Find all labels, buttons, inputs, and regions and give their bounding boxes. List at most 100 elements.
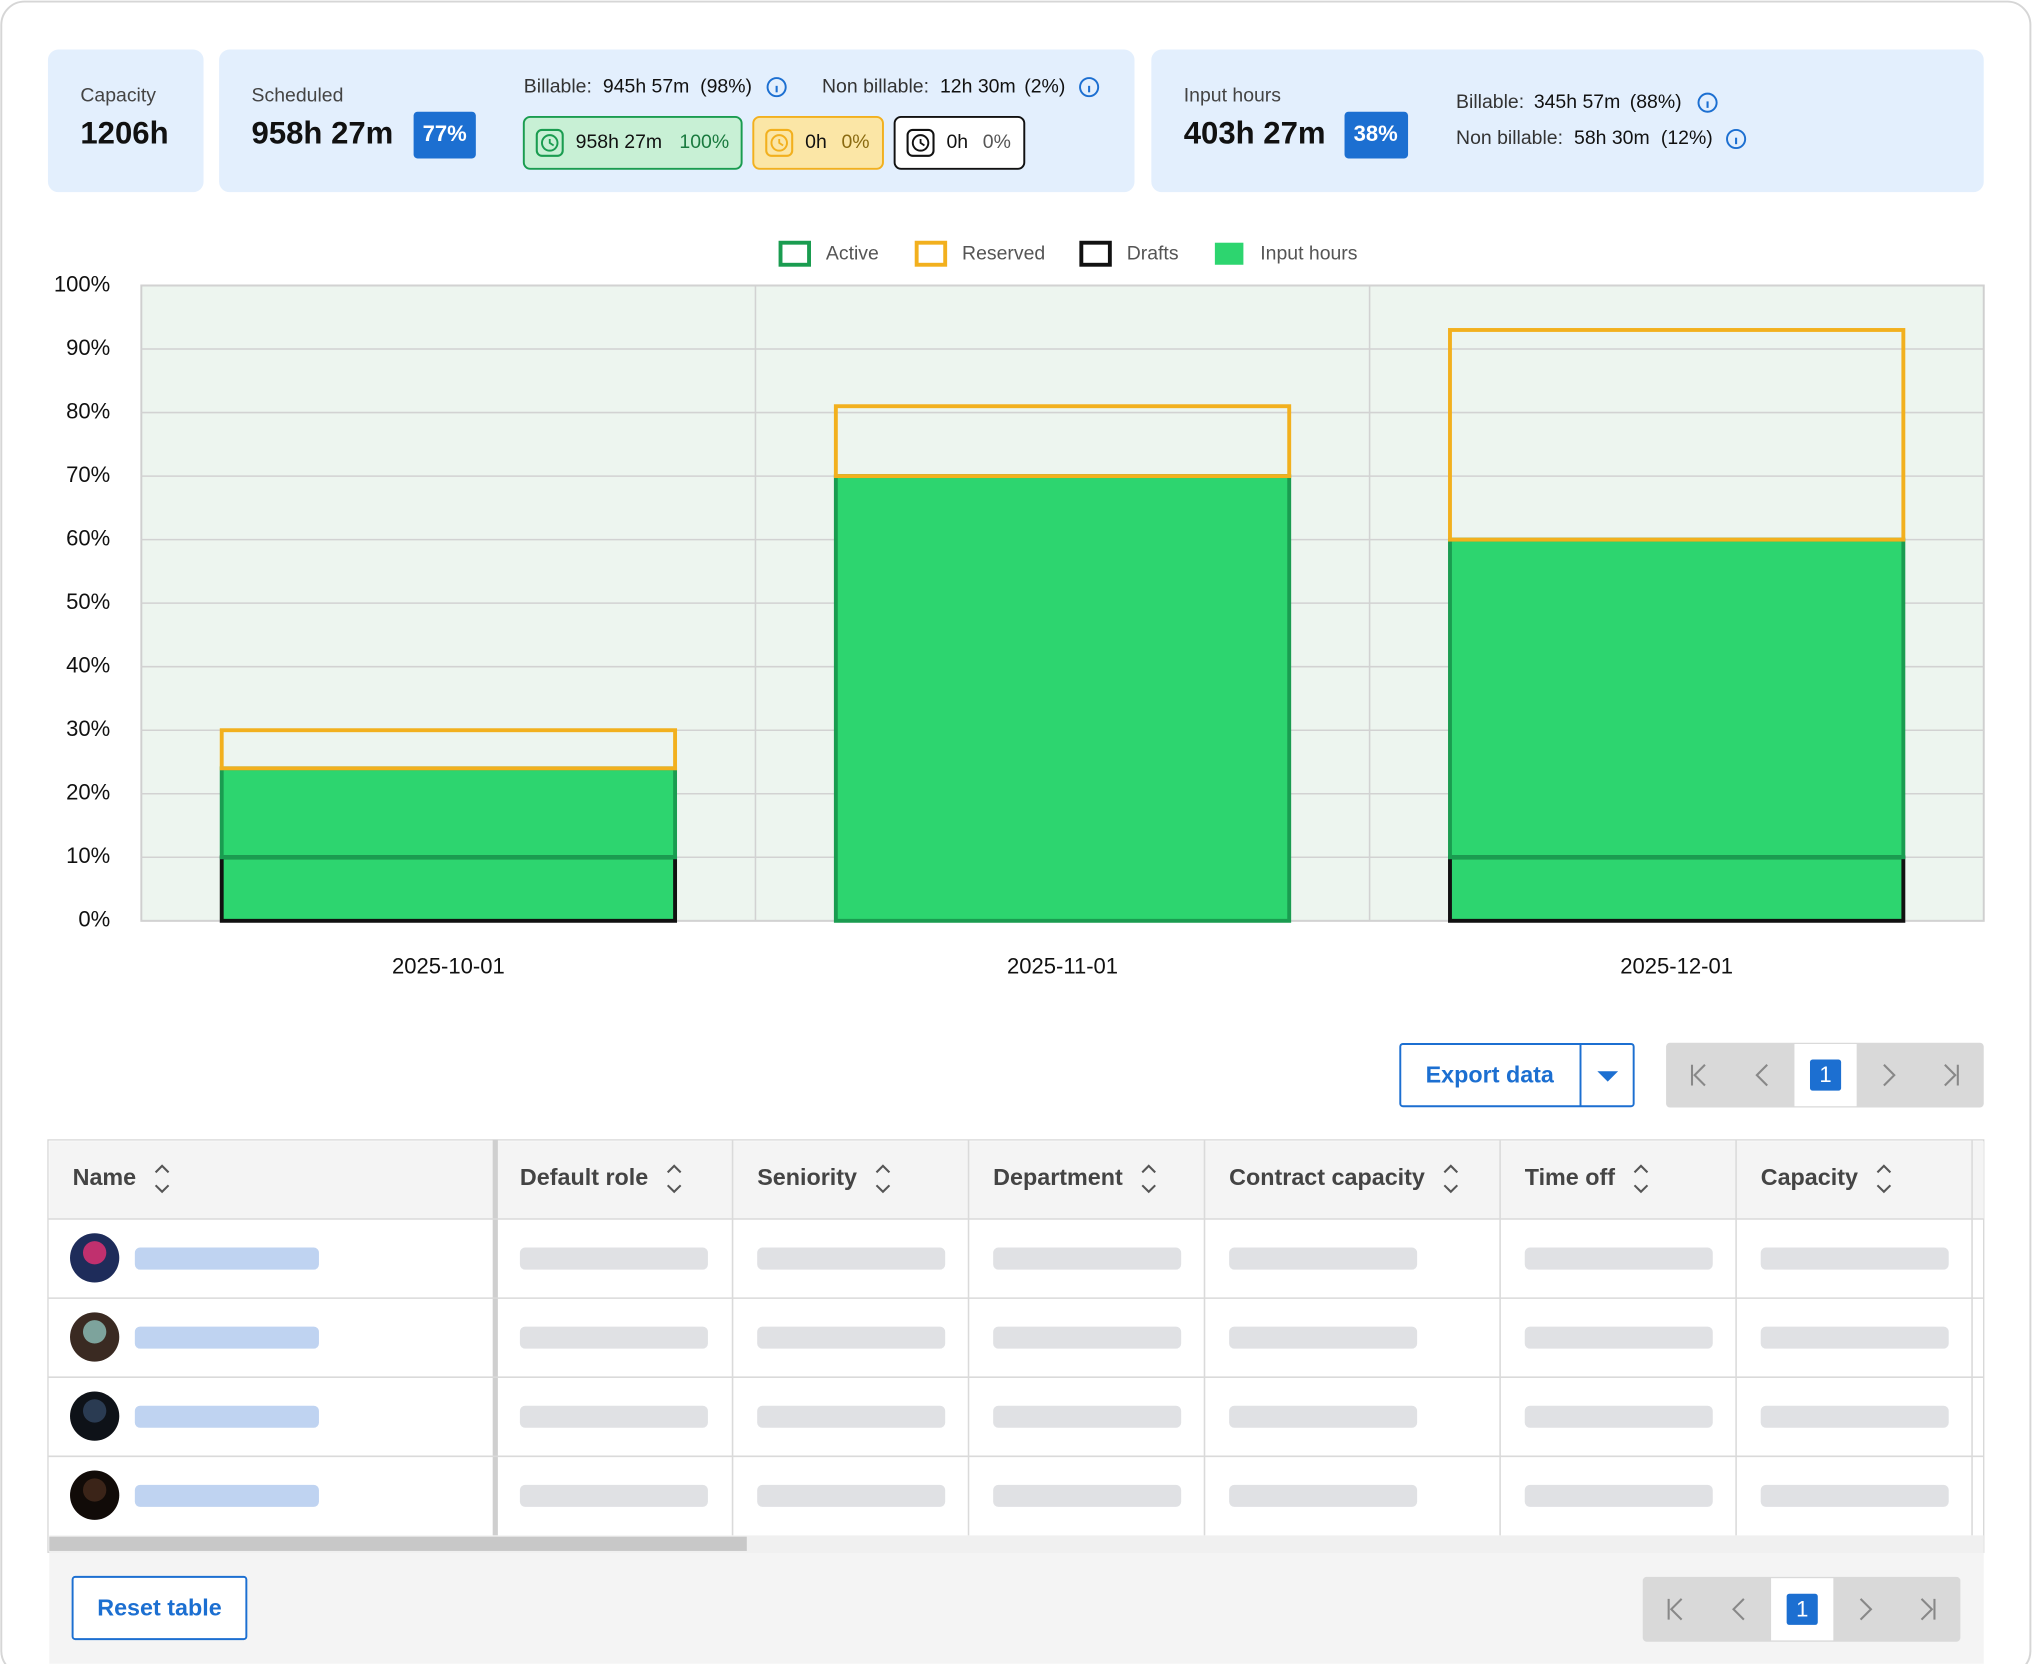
card-label: Capacity bbox=[80, 84, 156, 106]
cell-placeholder bbox=[993, 1405, 1182, 1428]
non-billable-value: 12h 30m bbox=[940, 75, 1016, 97]
cell-placeholder bbox=[1524, 1247, 1713, 1270]
cell-placeholder bbox=[1524, 1326, 1713, 1349]
reset-label: Reset table bbox=[97, 1594, 221, 1620]
sort-icon[interactable] bbox=[154, 1164, 170, 1194]
card-label: Scheduled bbox=[252, 84, 344, 106]
non-billable-label: Non billable: bbox=[822, 75, 929, 97]
y-tick-label: 100% bbox=[54, 271, 110, 296]
clock-face bbox=[770, 134, 788, 152]
cell-placeholder bbox=[519, 1405, 708, 1428]
y-tick-label: 30% bbox=[66, 716, 110, 741]
cell-placeholder bbox=[1524, 1484, 1713, 1507]
legend-swatch[interactable] bbox=[1079, 240, 1112, 267]
cell-placeholder bbox=[757, 1405, 946, 1428]
pager-button[interactable] bbox=[1883, 1063, 1896, 1087]
non-billable-value: 58h 30m bbox=[1574, 127, 1650, 149]
column-header: Seniority bbox=[757, 1164, 857, 1190]
clock-icon bbox=[535, 128, 564, 157]
name-placeholder bbox=[134, 1326, 319, 1349]
badge-text: 38% bbox=[1354, 121, 1399, 146]
cell-placeholder bbox=[1229, 1484, 1418, 1507]
billable-label: Billable: bbox=[524, 75, 592, 97]
pager-button[interactable] bbox=[1920, 1598, 1936, 1621]
cell-placeholder bbox=[519, 1484, 708, 1507]
y-tick-label: 0% bbox=[78, 907, 110, 932]
cell-placeholder bbox=[757, 1247, 946, 1270]
billable-label: Billable: bbox=[1456, 91, 1524, 113]
column-header: Name bbox=[73, 1164, 137, 1190]
y-tick-label: 50% bbox=[66, 589, 110, 614]
capacity-card bbox=[47, 49, 204, 193]
sort-icon[interactable] bbox=[666, 1164, 682, 1194]
pager-button[interactable] bbox=[1667, 1598, 1683, 1621]
y-tick-label: 60% bbox=[66, 525, 110, 550]
status-chip[interactable] bbox=[522, 115, 743, 170]
sort-icon[interactable] bbox=[1141, 1164, 1156, 1194]
card-value: 403h 27m bbox=[1184, 115, 1326, 150]
page-number: 1 bbox=[1796, 1596, 1808, 1621]
legend-label: Drafts bbox=[1127, 243, 1179, 265]
y-tick-label: 90% bbox=[66, 335, 110, 360]
billable-pct: (98%) bbox=[700, 75, 752, 97]
y-tick-label: 20% bbox=[66, 780, 110, 805]
pager-button[interactable] bbox=[1732, 1598, 1745, 1621]
sort-icon[interactable] bbox=[1633, 1164, 1649, 1194]
legend-swatch[interactable] bbox=[778, 240, 811, 267]
chip-pct: 0% bbox=[983, 131, 1011, 153]
info-icon[interactable] bbox=[766, 77, 787, 98]
clock-icon bbox=[765, 128, 794, 157]
billable-value: 345h 57m bbox=[1534, 91, 1620, 113]
name-placeholder bbox=[134, 1247, 319, 1270]
cell-placeholder bbox=[993, 1247, 1182, 1270]
column-header: Capacity bbox=[1761, 1164, 1858, 1190]
info-icon[interactable] bbox=[1697, 92, 1718, 113]
legend-label: Active bbox=[826, 243, 879, 265]
export-dropdown[interactable] bbox=[1597, 1071, 1619, 1082]
legend-swatch[interactable] bbox=[914, 240, 948, 267]
pager-button[interactable] bbox=[1690, 1063, 1706, 1087]
badge bbox=[413, 111, 476, 159]
info-icon[interactable] bbox=[1726, 128, 1747, 150]
pager-button[interactable] bbox=[1755, 1063, 1768, 1087]
cell-placeholder bbox=[1229, 1405, 1418, 1428]
y-tick-label: 80% bbox=[66, 398, 110, 423]
pager-button[interactable] bbox=[1944, 1063, 1959, 1087]
x-tick-label: 2025-12-01 bbox=[1620, 953, 1733, 978]
avatar-detail bbox=[82, 1399, 107, 1423]
chip-pct: 0% bbox=[841, 131, 869, 153]
info-icon[interactable] bbox=[1079, 77, 1100, 98]
name-placeholder bbox=[134, 1405, 319, 1428]
sort-icon[interactable] bbox=[1876, 1164, 1892, 1194]
name-placeholder bbox=[134, 1484, 319, 1507]
reset-button[interactable] bbox=[71, 1575, 248, 1641]
page-number-bg bbox=[1809, 1059, 1842, 1091]
legend-swatch[interactable] bbox=[1214, 242, 1244, 265]
input-hours-bar bbox=[1449, 539, 1904, 921]
card-label: Input hours bbox=[1184, 84, 1282, 106]
input-hours-bar bbox=[835, 476, 1290, 921]
avatar-detail bbox=[82, 1320, 107, 1344]
cell-placeholder bbox=[1760, 1484, 1949, 1507]
sort-icon[interactable] bbox=[1443, 1164, 1459, 1194]
bar-segment bbox=[833, 404, 1292, 479]
scrollbar-thumb[interactable] bbox=[49, 1536, 747, 1551]
bar-segment bbox=[1448, 328, 1906, 542]
clock-hands bbox=[778, 138, 784, 147]
cell-placeholder bbox=[1524, 1405, 1713, 1428]
column-header: Time off bbox=[1525, 1164, 1616, 1190]
export-button[interactable] bbox=[1399, 1043, 1635, 1108]
sort-icon[interactable] bbox=[875, 1164, 891, 1194]
avatar-detail bbox=[82, 1478, 107, 1502]
clock-icon bbox=[906, 128, 935, 157]
page-number: 1 bbox=[1819, 1062, 1831, 1087]
legend-label: Input hours bbox=[1260, 243, 1358, 265]
non-billable-pct: (2%) bbox=[1024, 75, 1065, 97]
badge-text: 77% bbox=[423, 121, 468, 146]
cell-placeholder bbox=[757, 1326, 946, 1349]
export-label: Export data bbox=[1426, 1062, 1555, 1088]
pager-button[interactable] bbox=[1859, 1598, 1873, 1621]
cell-placeholder bbox=[519, 1247, 708, 1270]
chip-value: 0h bbox=[946, 131, 968, 153]
